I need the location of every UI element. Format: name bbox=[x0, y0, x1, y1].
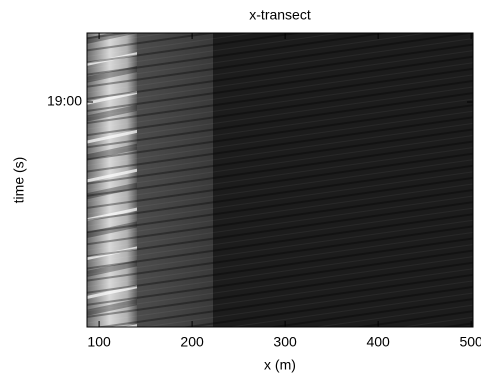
x-tick-label: 200 bbox=[180, 334, 204, 350]
y-tick-label: 19:00 bbox=[47, 93, 82, 109]
y-axis-label: time (s) bbox=[11, 157, 27, 204]
x-tick-label: 400 bbox=[366, 334, 390, 350]
x-axis-label: x (m) bbox=[264, 357, 296, 373]
x-tick-label: 100 bbox=[87, 334, 111, 350]
image bbox=[87, 33, 473, 327]
x-tick-label: 300 bbox=[273, 334, 297, 350]
chart-title: x-transect bbox=[249, 7, 311, 23]
x-tick-label: 500 bbox=[459, 334, 481, 350]
plot-frame bbox=[86, 32, 474, 328]
